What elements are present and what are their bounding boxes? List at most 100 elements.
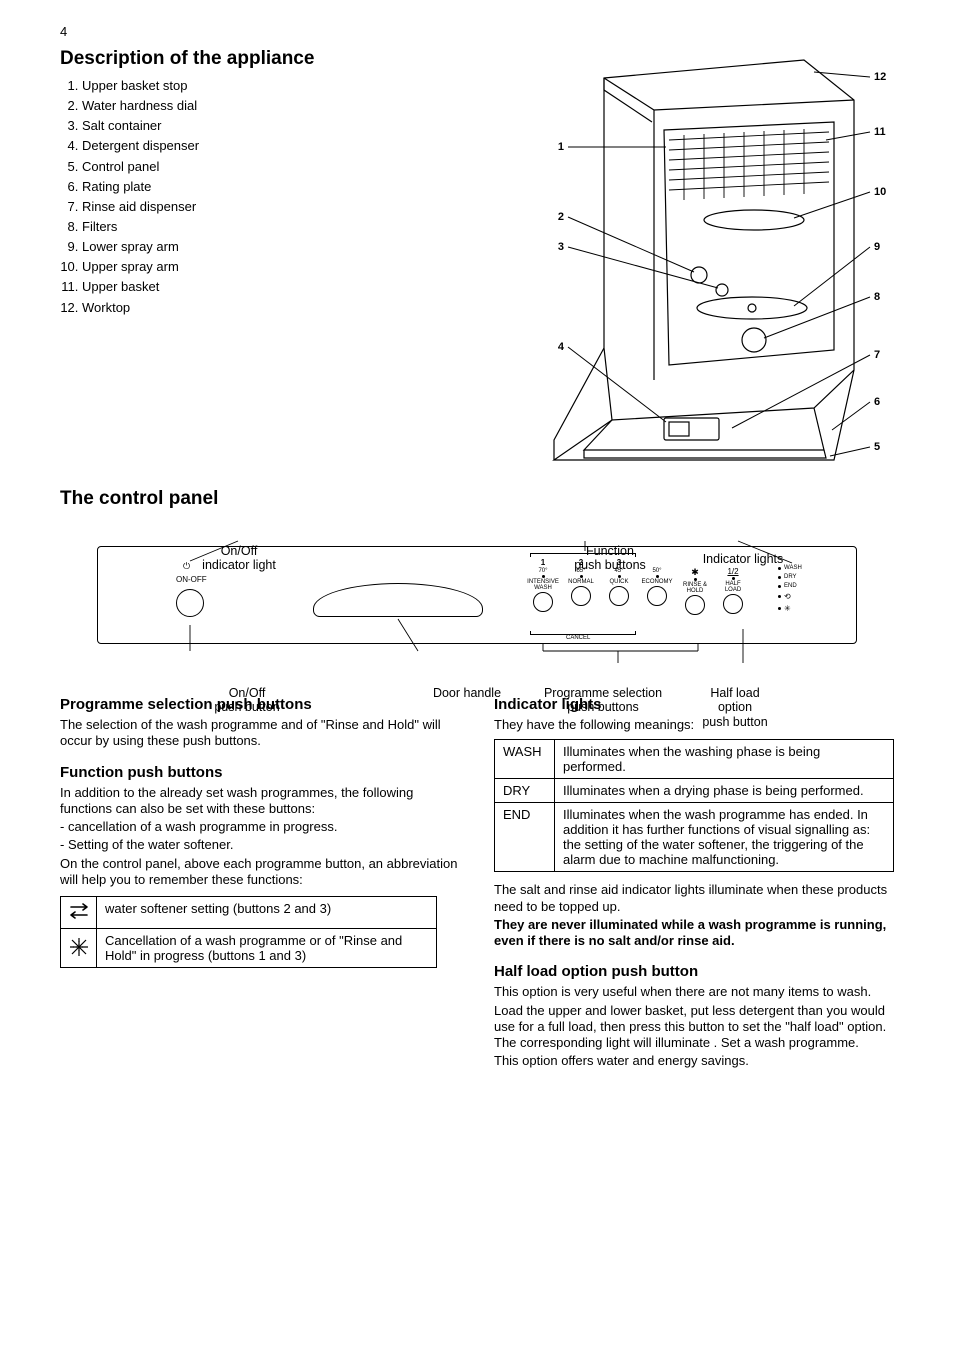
svg-text:4: 4 (558, 341, 565, 353)
control-panel: ⏻ ON-OFF 1 70° INTENSIVEWASH (97, 546, 857, 644)
list-item: Upper basket stop (82, 76, 420, 96)
onoff-text: ON-OFF (176, 575, 207, 584)
svg-text:2: 2 (558, 211, 564, 223)
page-number: 4 (60, 24, 67, 39)
table-row: DRY Illuminates when a drying phase is b… (495, 779, 894, 803)
list-item: Detergent dispenser (82, 136, 420, 156)
list-item: Rating plate (82, 177, 420, 197)
list-item: Water hardness dial (82, 96, 420, 116)
prog-temp: 70° (538, 568, 547, 574)
prog-led (618, 575, 621, 578)
prog-num: 1 (541, 559, 545, 567)
half-load-label: HALFLOAD (725, 581, 741, 593)
salt-rinse-note: They are never illuminated while a wash … (494, 917, 894, 950)
control-panel-block: The control panel On/Offindicator light … (60, 488, 894, 644)
ind-label: END (784, 583, 797, 589)
half-heading: Half load option push button (494, 963, 894, 980)
right-column: Indicator lights They have the following… (494, 682, 894, 1072)
phase-table: WASH Illuminates when the washing phase … (494, 739, 894, 872)
rinse-icon: ✱ (691, 568, 699, 577)
func-para1: In addition to the already set wash prog… (60, 785, 460, 818)
table-row: WASH Illuminates when the washing phase … (495, 740, 894, 779)
prog-temp: 45° (614, 568, 623, 574)
svg-text:5: 5 (874, 441, 880, 453)
prog-temp: 65° (576, 568, 585, 574)
prog-led (732, 577, 735, 580)
prog-num: 3 (617, 559, 621, 567)
softener-icon (61, 897, 97, 929)
cancel-icon (61, 929, 97, 968)
func-para2: On the control panel, above each program… (60, 856, 460, 889)
list-item: Upper basket (82, 277, 420, 297)
power-icon: ⏻ (183, 561, 190, 572)
half-load-button[interactable] (723, 594, 743, 614)
salt-rinse-para: The salt and rinse aid indicator lights … (494, 882, 894, 915)
door-handle[interactable] (313, 583, 483, 617)
ind-label: WASH (784, 565, 802, 571)
svg-text:3: 3 (558, 241, 564, 253)
half-para3: This option offers water and energy savi… (494, 1053, 894, 1069)
prog-button-2[interactable] (571, 586, 591, 606)
rinse-aid-icon: ✳ (784, 604, 791, 613)
func-bullet: - Setting of the water softener. (60, 837, 460, 853)
prog-name: ECONOMY (642, 579, 673, 585)
dishwasher-figure: 1 2 3 4 12 11 10 9 8 7 6 5 (450, 40, 894, 470)
phase-desc: Illuminates when a drying phase is being… (554, 779, 893, 803)
onoff-button[interactable] (176, 589, 204, 617)
svg-text:12: 12 (874, 71, 886, 83)
prog-led (542, 575, 545, 578)
prog-button-3[interactable] (609, 586, 629, 606)
svg-text:1: 1 (558, 141, 564, 153)
abbr-text: Cancellation of a wash programme or of "… (97, 929, 437, 968)
svg-text:10: 10 (874, 186, 886, 198)
half-para1: This option is very useful when there ar… (494, 984, 894, 1000)
phase-key: END (495, 803, 555, 872)
list-item: Upper spray arm (82, 257, 420, 277)
salt-icon: ⟲ (784, 592, 791, 601)
svg-text:6: 6 (874, 396, 880, 408)
label-prog-sel: Programme selectionpush buttons (528, 686, 678, 715)
parts-list-block: Description of the appliance Upper baske… (60, 40, 420, 318)
top-area: Description of the appliance Upper baske… (60, 40, 894, 470)
table-row: Cancellation of a wash programme or of "… (61, 929, 437, 968)
prog-led (656, 575, 659, 578)
svg-text:9: 9 (874, 241, 880, 253)
list-item: Rinse aid dispenser (82, 197, 420, 217)
section-title: Description of the appliance (60, 48, 420, 70)
cancel-label: CANCEL (566, 635, 590, 641)
indicator-lights-col: WASH DRY END ⟲ ✳ (778, 565, 802, 613)
svg-text:8: 8 (874, 291, 880, 303)
prog-name: QUICK (609, 579, 628, 585)
label-door-handle: Door handle (412, 686, 522, 700)
half-icon: 1/2 (727, 568, 738, 576)
func-bullet: - cancellation of a wash programme in pr… (60, 819, 460, 835)
rinse-hold-label: RINSE &HOLD (683, 582, 707, 594)
half-load-col: . 1/2 HALFLOAD (718, 559, 748, 615)
table-row: END Illuminates when the wash programme … (495, 803, 894, 872)
svg-text:7: 7 (874, 349, 880, 361)
prog-name: INTENSIVEWASH (527, 579, 559, 591)
phase-key: WASH (495, 740, 555, 779)
prog-button-4[interactable] (647, 586, 667, 606)
parts-list: Upper basket stop Water hardness dial Sa… (60, 76, 420, 318)
half-para2: Load the upper and lower basket, put les… (494, 1003, 894, 1052)
abbr-text: water softener setting (buttons 2 and 3) (97, 897, 437, 929)
prog-temp: 50° (652, 568, 661, 574)
list-item: Control panel (82, 157, 420, 177)
prog-name: NORMAL (568, 579, 594, 585)
dishwasher-diagram-svg: 1 2 3 4 12 11 10 9 8 7 6 5 (494, 50, 894, 470)
prog-num: 2 (579, 559, 583, 567)
bottom-columns: Programme selection push buttons The sel… (60, 682, 894, 1072)
control-panel-title: The control panel (60, 488, 894, 510)
phase-desc: Illuminates when the wash programme has … (554, 803, 893, 872)
prog-button-1[interactable] (533, 592, 553, 612)
prog-col-1: 1 70° INTENSIVEWASH (528, 559, 558, 615)
table-row: water softener setting (buttons 2 and 3) (61, 897, 437, 929)
list-item: Worktop (82, 298, 420, 318)
phase-key: DRY (495, 779, 555, 803)
function-bracket (530, 553, 636, 557)
prog-col-2: 2 65° NORMAL (566, 559, 596, 615)
rinse-hold-button[interactable] (685, 595, 705, 615)
list-item: Filters (82, 217, 420, 237)
rinse-hold-col: . ✱ RINSE &HOLD (680, 559, 710, 615)
